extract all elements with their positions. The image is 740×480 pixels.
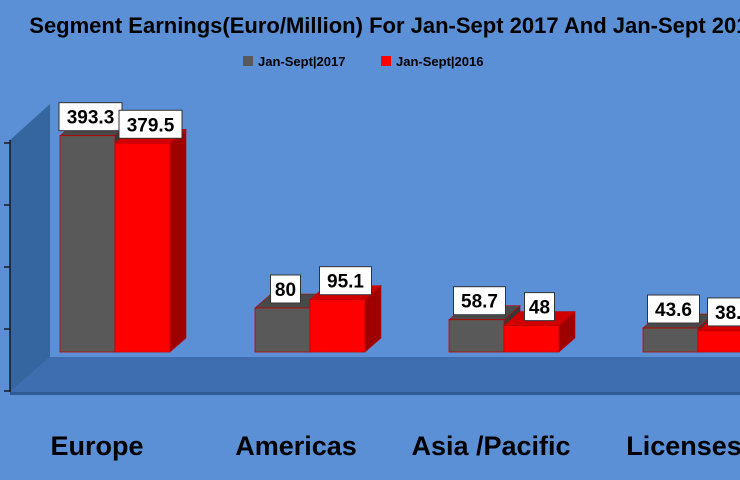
data-label-box xyxy=(270,274,301,304)
data-label-box xyxy=(118,109,183,139)
data-label: 80 xyxy=(270,274,301,304)
legend-label-2017: Jan-Sept|2017 xyxy=(258,54,345,69)
category-label: Licenses xyxy=(626,431,740,461)
category-labels: Europe Americas Asia /Pacific Licenses xyxy=(50,431,740,461)
bar-front xyxy=(59,135,116,353)
chart-floor-edge xyxy=(10,392,740,395)
legend-swatch-2016 xyxy=(381,56,391,66)
data-label: 393.3 xyxy=(58,102,123,132)
bar-americas-1 xyxy=(309,285,382,353)
chart-floor xyxy=(10,357,740,392)
data-label-box xyxy=(647,294,700,324)
data-label-box xyxy=(58,102,123,132)
legend-swatch-2017 xyxy=(243,56,253,66)
bar-front xyxy=(642,327,699,353)
category-label: Asia /Pacific xyxy=(411,431,570,461)
legend-label-2016: Jan-Sept|2016 xyxy=(396,54,483,69)
data-label: 43.6 xyxy=(647,294,700,324)
data-label-box xyxy=(453,286,506,316)
data-label-text: 80 xyxy=(275,280,296,301)
data-label: 48 xyxy=(524,292,555,322)
data-label-box xyxy=(707,297,740,327)
data-label-text: 38.3 xyxy=(715,303,740,324)
data-label-text: 393.3 xyxy=(67,108,115,129)
data-label-text: 43.6 xyxy=(655,300,692,321)
bar-europe-1 xyxy=(114,128,187,353)
bar-front xyxy=(309,299,366,353)
data-label: 379.5 xyxy=(118,109,183,139)
data-label-text: 48 xyxy=(529,298,550,319)
legend: Jan-Sept|2017 Jan-Sept|2016 xyxy=(243,54,483,69)
bar-front xyxy=(697,330,740,353)
category-label: Americas xyxy=(235,431,357,461)
bar-front xyxy=(448,319,505,353)
data-label-box xyxy=(524,292,555,322)
bar-side xyxy=(169,128,187,353)
bar-front xyxy=(114,142,171,353)
data-labels: 393.3 379.5 80 95.1 58.7 48 43.6 38.3 xyxy=(58,102,740,327)
data-label-text: 95.1 xyxy=(327,272,364,293)
bars xyxy=(59,121,740,353)
category-label: Europe xyxy=(50,431,143,461)
y-axis-ticks xyxy=(4,142,10,392)
bar-front xyxy=(254,307,311,353)
data-label-text: 58.7 xyxy=(461,292,498,313)
data-label: 58.7 xyxy=(453,286,506,316)
back-wall xyxy=(10,104,50,392)
bar-front xyxy=(503,325,560,353)
data-label: 95.1 xyxy=(319,266,372,296)
chart-title: Segment Earnings(Euro/Million) For Jan-S… xyxy=(29,13,740,38)
data-label: 38.3 xyxy=(707,297,740,327)
data-label-text: 379.5 xyxy=(127,115,175,136)
data-label-box xyxy=(319,266,372,296)
